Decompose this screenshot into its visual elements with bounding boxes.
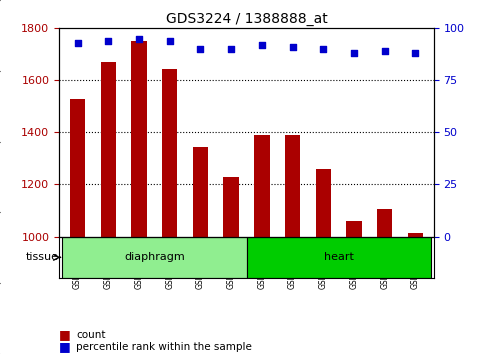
Point — [227, 46, 235, 52]
Bar — [316, 169, 331, 236]
Bar — [193, 147, 208, 236]
Bar — [377, 209, 392, 236]
Bar — [70, 99, 85, 236]
Point — [350, 51, 358, 56]
Point — [288, 44, 296, 50]
Point — [412, 51, 420, 56]
Text: diaphragm: diaphragm — [124, 252, 185, 262]
Point — [319, 46, 327, 52]
Bar — [346, 221, 362, 236]
Text: ■: ■ — [59, 341, 71, 353]
Bar — [101, 62, 116, 236]
Title: GDS3224 / 1388888_at: GDS3224 / 1388888_at — [166, 12, 327, 26]
Bar — [285, 135, 300, 236]
Bar — [162, 69, 177, 236]
Text: ■: ■ — [59, 328, 71, 341]
FancyBboxPatch shape — [62, 236, 246, 278]
Point — [381, 48, 388, 54]
Point — [73, 40, 81, 46]
Point — [197, 46, 205, 52]
Text: percentile rank within the sample: percentile rank within the sample — [76, 342, 252, 352]
Bar — [223, 177, 239, 236]
Text: count: count — [76, 330, 106, 339]
Bar — [254, 135, 270, 236]
FancyBboxPatch shape — [246, 236, 431, 278]
Point — [135, 36, 143, 41]
Point — [258, 42, 266, 48]
Point — [105, 38, 112, 44]
Bar — [131, 41, 147, 236]
Point — [166, 38, 174, 44]
Text: tissue: tissue — [26, 252, 59, 262]
Bar — [408, 233, 423, 236]
Text: heart: heart — [324, 252, 353, 262]
